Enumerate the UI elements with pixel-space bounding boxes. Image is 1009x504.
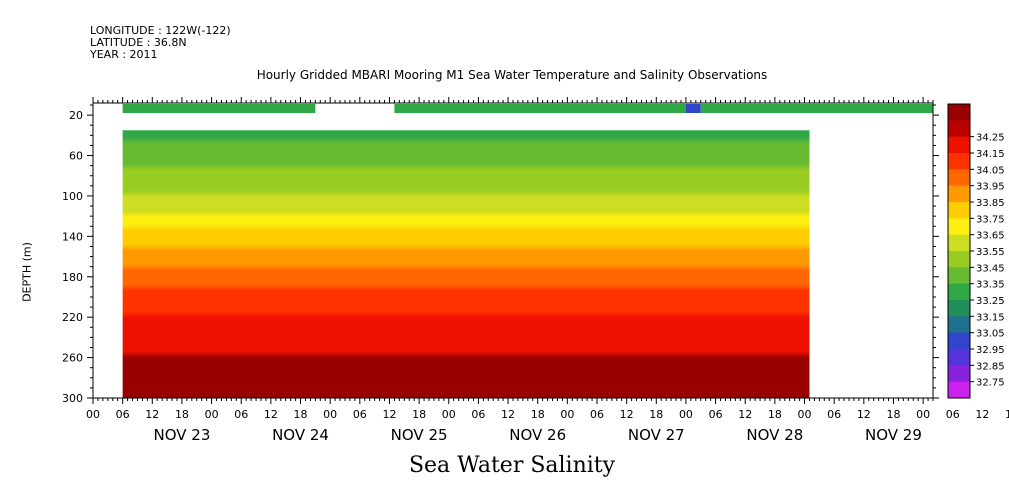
x-tick-label: 00: [205, 408, 219, 421]
colorbar-swatch: [948, 169, 970, 187]
x-tick-label: 06: [590, 408, 604, 421]
x-tick-label: 00: [86, 408, 100, 421]
x-tick-label: 06: [234, 408, 248, 421]
chart-title: Hourly Gridded MBARI Mooring M1 Sea Wate…: [256, 68, 768, 82]
x-tick-label: 12: [264, 408, 278, 421]
colorbar-swatch: [948, 381, 970, 399]
colorbar-swatch: [948, 300, 970, 317]
colorbar-label: 33.65: [976, 231, 1005, 242]
surface-salinity-segment: [122, 104, 316, 113]
colorbar-swatch: [948, 316, 970, 334]
colorbar-label: 33.25: [976, 296, 1005, 307]
x-tick-label: 18: [412, 408, 426, 421]
x-tick-label: 06: [827, 408, 841, 421]
x-tick-label: 18: [768, 408, 782, 421]
colorbar-label: 34.25: [976, 133, 1005, 144]
colorbar-swatch: [948, 251, 970, 268]
x-tick-label: 06: [471, 408, 485, 421]
x-tick-label: 12: [975, 408, 989, 421]
colorbar-swatch: [948, 185, 970, 203]
surface-salinity-segment: [700, 104, 933, 113]
y-tick-label: 100: [62, 190, 83, 203]
x-day-label: NOV 24: [272, 426, 329, 444]
x-tick-label: 18: [531, 408, 545, 421]
x-tick-label: 18: [294, 408, 308, 421]
longitude-label: LONGITUDE : 122W(-122): [90, 24, 231, 37]
x-tick-label: 12: [145, 408, 159, 421]
colorbar-swatch: [948, 365, 970, 383]
colorbar-label: 33.45: [976, 263, 1005, 274]
x-tick-label: 06: [116, 408, 130, 421]
colorbar-label: 32.85: [976, 361, 1005, 372]
y-tick-label: 140: [62, 230, 83, 243]
y-tick-label: 180: [62, 271, 83, 284]
salinity-profile-field: [122, 130, 810, 398]
colorbar-swatch: [948, 234, 970, 252]
colorbar-swatch: [948, 267, 970, 285]
x-tick-label: 00: [679, 408, 693, 421]
colorbar-swatch: [948, 283, 970, 301]
x-tick-label: 00: [916, 408, 930, 421]
colorbar-label: 33.15: [976, 312, 1005, 323]
x-tick-label: 18: [175, 408, 189, 421]
x-tick-label: 00: [798, 408, 812, 421]
x-day-label: NOV 23: [153, 426, 210, 444]
x-tick-label: 06: [709, 408, 723, 421]
colorbar-swatch: [948, 332, 970, 350]
x-tick-label: 18: [886, 408, 900, 421]
colorbar-label: 32.75: [976, 378, 1005, 389]
x-tick-label: 12: [857, 408, 871, 421]
colorbar-label: 34.15: [976, 149, 1005, 160]
x-tick-label: 18: [1005, 408, 1009, 421]
colorbar-label: 33.85: [976, 198, 1005, 209]
y-tick-label: 20: [69, 109, 83, 122]
x-day-label: NOV 27: [628, 426, 685, 444]
x-tick-label: 12: [738, 408, 752, 421]
y-tick-label: 300: [62, 392, 83, 405]
x-day-label: NOV 26: [509, 426, 566, 444]
x-tick-label: 00: [323, 408, 337, 421]
latitude-label: LATITUDE : 36.8N: [90, 36, 187, 49]
colorbar-swatch: [948, 136, 970, 154]
colorbar-label: 33.95: [976, 182, 1005, 193]
colorbar-label: 33.55: [976, 247, 1005, 258]
colorbar-label: 32.95: [976, 345, 1005, 356]
x-tick-label: 12: [620, 408, 634, 421]
colorbar-label: 33.05: [976, 329, 1005, 340]
colorbar-label: 33.75: [976, 214, 1005, 225]
colorbar-swatch: [948, 153, 970, 170]
y-tick-label: 260: [62, 352, 83, 365]
y-tick-label: 60: [69, 150, 83, 163]
colorbar-swatch: [948, 104, 970, 121]
colorbar-label: 33.35: [976, 280, 1005, 291]
variable-label: Sea Water Salinity: [408, 453, 616, 478]
colorbar-swatch: [948, 120, 970, 138]
colorbar-swatch: [948, 218, 970, 236]
surface-salinity-segment: [394, 104, 686, 113]
year-label: YEAR : 2011: [90, 48, 158, 61]
x-day-label: NOV 29: [865, 426, 922, 444]
y-tick-label: 220: [62, 311, 83, 324]
x-tick-label: 00: [560, 408, 574, 421]
colorbar-swatch: [948, 349, 970, 366]
x-day-label: NOV 28: [746, 426, 803, 444]
x-tick-label: 06: [946, 408, 960, 421]
x-tick-label: 12: [382, 408, 396, 421]
colorbar-label: 34.05: [976, 165, 1005, 176]
surface-salinity-segment: [685, 104, 701, 113]
x-tick-label: 06: [353, 408, 367, 421]
x-tick-label: 00: [442, 408, 456, 421]
x-tick-label: 18: [649, 408, 663, 421]
colorbar-swatch: [948, 202, 970, 219]
x-day-label: NOV 25: [391, 426, 448, 444]
x-tick-label: 12: [501, 408, 515, 421]
